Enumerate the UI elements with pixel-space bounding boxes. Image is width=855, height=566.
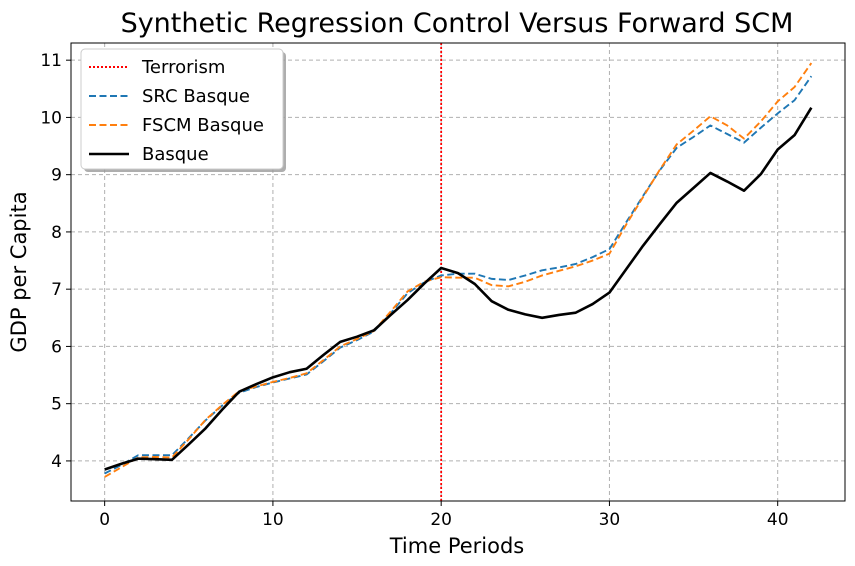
- y-tick-label: 5: [51, 395, 62, 415]
- series-line-fscm-basque: [104, 62, 813, 478]
- y-tick-label: 4: [51, 452, 62, 472]
- x-tick-label: 0: [99, 510, 110, 530]
- legend-label-src-basque: SRC Basque: [142, 86, 250, 107]
- y-tick-label: 8: [51, 223, 62, 243]
- axis-ticks: 0 10 20 30 40 4 5 6 7 8 9 10 11: [40, 51, 788, 530]
- series-line-basque: [104, 107, 813, 471]
- y-tick-label: 7: [51, 280, 62, 300]
- y-axis-label: GDP per Capita: [7, 191, 31, 352]
- y-tick-label: 9: [51, 166, 62, 186]
- x-tick-label: 30: [599, 510, 621, 530]
- chart-title: Synthetic Regression Control Versus Forw…: [121, 8, 794, 39]
- x-axis-label: Time Periods: [389, 534, 525, 558]
- legend-label-basque: Basque: [142, 144, 209, 165]
- x-tick-label: 10: [262, 510, 284, 530]
- legend-label-fscm-basque: FSCM Basque: [142, 115, 264, 136]
- legend-label-terrorism: Terrorism: [141, 57, 225, 78]
- legend: Terrorism SRC Basque FSCM Basque Basque: [80, 48, 286, 172]
- legend-box: [80, 48, 284, 170]
- plot-frame: [70, 42, 846, 502]
- x-tick-label: 40: [767, 510, 789, 530]
- y-tick-label: 10: [40, 108, 62, 128]
- x-tick-label: 20: [430, 510, 452, 530]
- y-tick-label: 11: [40, 51, 62, 71]
- series-lines: [104, 62, 813, 478]
- y-tick-label: 6: [51, 337, 62, 357]
